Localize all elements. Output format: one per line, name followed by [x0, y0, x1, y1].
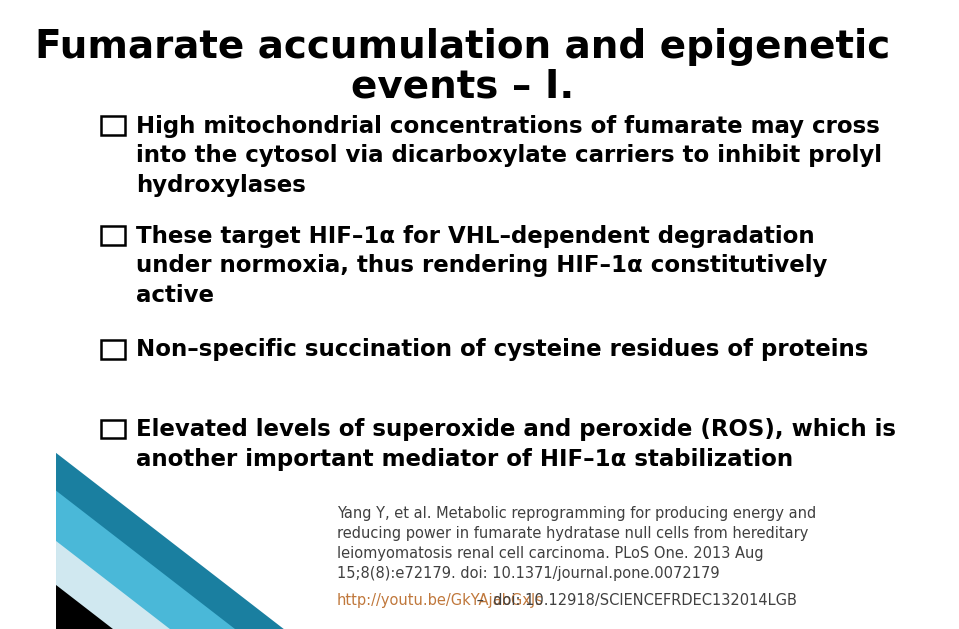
- Polygon shape: [56, 541, 170, 629]
- Text: Non–specific succination of cysteine residues of proteins: Non–specific succination of cysteine res…: [136, 338, 868, 362]
- Polygon shape: [56, 491, 235, 629]
- Text: events – I.: events – I.: [351, 67, 574, 105]
- Text: –  doi: 10.12918/SCIENCEFRDEC132014LGB: – doi: 10.12918/SCIENCEFRDEC132014LGB: [472, 593, 797, 608]
- FancyBboxPatch shape: [101, 420, 125, 438]
- Text: http://youtu.be/GkYAjabGxJs: http://youtu.be/GkYAjabGxJs: [337, 593, 544, 608]
- Polygon shape: [56, 585, 113, 629]
- Text: Elevated levels of superoxide and peroxide (ROS), which is
another important med: Elevated levels of superoxide and peroxi…: [136, 418, 896, 470]
- FancyBboxPatch shape: [101, 226, 125, 245]
- Text: Yang Y, et al. Metabolic reprogramming for producing energy and
reducing power i: Yang Y, et al. Metabolic reprogramming f…: [337, 506, 816, 581]
- Text: These target HIF–1α for VHL–dependent degradation
under normoxia, thus rendering: These target HIF–1α for VHL–dependent de…: [136, 225, 827, 307]
- FancyBboxPatch shape: [101, 116, 125, 135]
- Text: Fumarate accumulation and epigenetic: Fumarate accumulation and epigenetic: [35, 28, 890, 66]
- Polygon shape: [56, 453, 284, 629]
- FancyBboxPatch shape: [101, 340, 125, 359]
- Text: High mitochondrial concentrations of fumarate may cross
into the cytosol via dic: High mitochondrial concentrations of fum…: [136, 115, 881, 197]
